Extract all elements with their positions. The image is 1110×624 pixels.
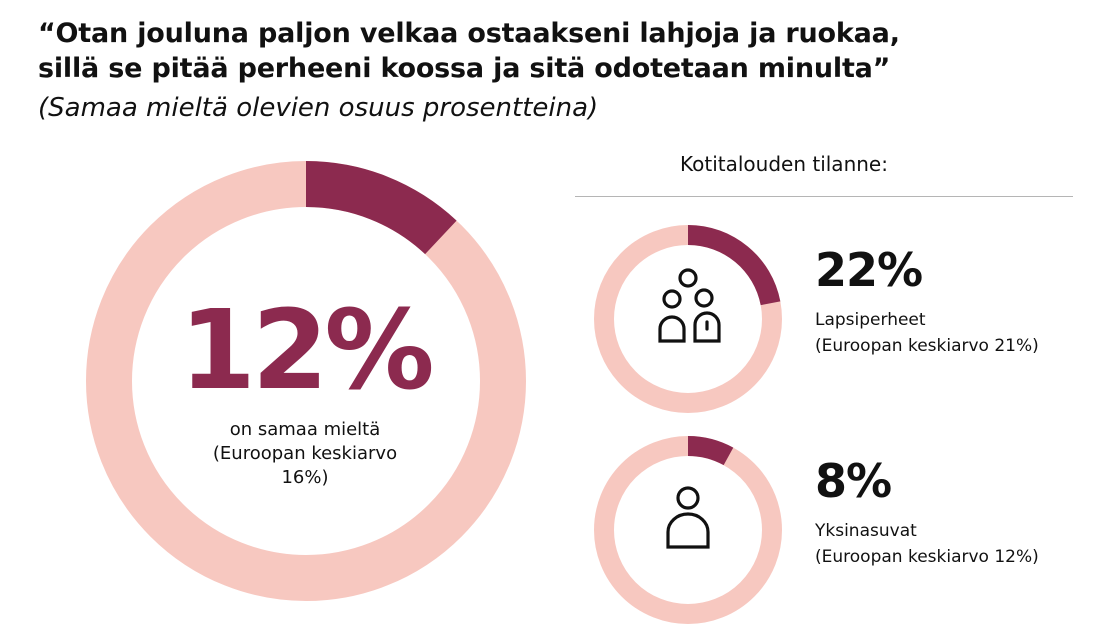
single-households-value: 8%	[815, 454, 892, 508]
chart-subtitle: (Samaa mieltä olevien osuus prosentteina…	[38, 93, 599, 123]
person-icon	[666, 486, 710, 549]
main-caption-line-2: (Euroopan keskiarvo	[212, 443, 398, 464]
single-households-donut-chart	[594, 436, 782, 624]
single-households-average: (Euroopan keskiarvo 12%)	[815, 547, 1039, 567]
families-donut-segment	[688, 225, 781, 306]
main-caption: on samaa mieltä (Euroopan keskiarvo 16%)	[150, 418, 460, 490]
section-divider	[575, 196, 1073, 197]
main-value: 12%	[179, 286, 434, 414]
chart-title: “Otan jouluna paljon velkaa ostaakseni l…	[38, 16, 1088, 86]
main-caption-line-3: 16%)	[281, 467, 329, 488]
title-line-2: sillä se pitää perheeni koossa ja sitä o…	[38, 53, 891, 84]
main-donut-segment	[306, 161, 457, 255]
families-label: Lapsiperheet	[815, 310, 926, 330]
single-households-donut-track	[594, 436, 782, 624]
household-section-title: Kotitalouden tilanne:	[680, 152, 888, 176]
families-donut-chart	[594, 225, 782, 413]
family-icon	[658, 268, 721, 343]
main-caption-line-1: on samaa mieltä	[229, 419, 381, 440]
families-value: 22%	[815, 243, 923, 297]
families-average: (Euroopan keskiarvo 21%)	[815, 336, 1039, 356]
single-households-donut-segment	[688, 436, 734, 466]
single-households-label: Yksinasuvat	[815, 521, 917, 541]
title-line-1: “Otan jouluna paljon velkaa ostaakseni l…	[38, 18, 900, 49]
main-donut-chart	[86, 161, 526, 601]
